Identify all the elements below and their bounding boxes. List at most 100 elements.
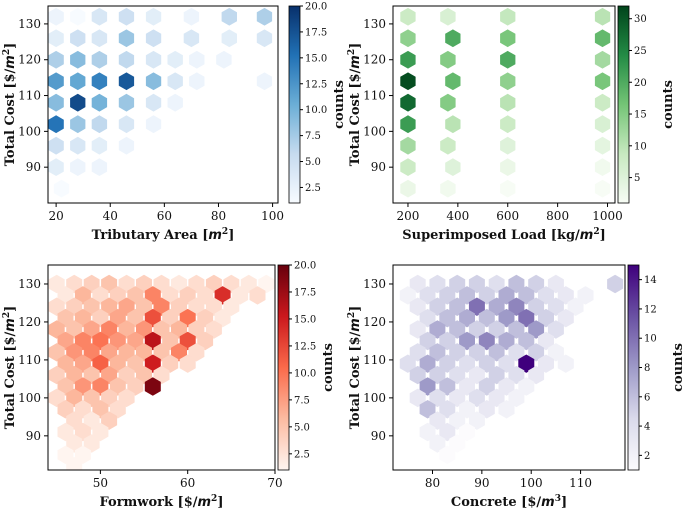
hex-cell [478, 400, 495, 419]
colorbar-tick-label: 25 [634, 46, 647, 57]
y-tick-label: 110 [363, 353, 386, 367]
x-tick-label: 60 [180, 476, 195, 490]
hex-cell [70, 7, 86, 26]
hex-cell [153, 320, 170, 339]
colorbar-tick-label: 10.0 [305, 105, 327, 116]
hex-cell [101, 320, 118, 339]
hex-cell [118, 50, 135, 69]
hex-cell [101, 411, 118, 430]
hex-cell [488, 388, 505, 408]
hex-cell [145, 50, 162, 69]
hex-cell [70, 72, 86, 91]
hex-cell [92, 422, 109, 442]
hex-cell [145, 93, 162, 112]
hex-cell [567, 297, 584, 316]
hex-cell [92, 308, 109, 328]
hex-cell [419, 422, 436, 442]
hex-cell [498, 331, 515, 351]
hex-cell [468, 274, 485, 294]
hex-cell [57, 400, 74, 419]
hex-cell [449, 297, 466, 316]
hex-cell [57, 286, 74, 305]
x-axis-label: Formwork [$/m2] [100, 494, 224, 510]
hex-cell [57, 445, 74, 464]
hex-cell [528, 343, 545, 362]
hex-cell [439, 286, 456, 305]
hex-cell [118, 343, 135, 362]
hex-cell [74, 445, 91, 464]
hex-cell [518, 308, 535, 328]
hex-cell [500, 93, 516, 112]
colorbar-tick-label: 30 [634, 14, 647, 25]
hex-cell [91, 72, 108, 91]
hex-cell [445, 72, 461, 91]
hex-cell [468, 388, 485, 408]
hex-cell [118, 274, 135, 294]
hex-cell [57, 377, 74, 396]
hex-cell [109, 377, 126, 396]
colorbar-tick-label: 15 [634, 110, 647, 121]
hex-cell [48, 115, 64, 134]
hex-cell [48, 93, 64, 112]
hex-cell [429, 274, 446, 294]
hex-cell [439, 331, 456, 351]
hex-cell [48, 297, 65, 316]
hex-cell [223, 297, 240, 316]
hex-cell [399, 286, 416, 305]
hex-cell [449, 365, 466, 385]
hex-cell [188, 343, 205, 362]
hex-cell [92, 400, 109, 419]
hex-cell [445, 29, 461, 48]
hex-cell [188, 297, 205, 316]
hex-cell [459, 286, 475, 305]
hex-cell [118, 72, 135, 91]
hex-cell [419, 400, 436, 419]
colorbar-tick-label: 7.5 [305, 131, 321, 142]
hex-cell [439, 308, 456, 328]
hex-cell [205, 274, 222, 294]
x-axis-label: Superimposed Load [kg/m2] [402, 227, 606, 243]
hex-cell [500, 72, 516, 91]
hex-cell [508, 365, 525, 385]
hex-cell [66, 434, 83, 453]
hex-cell [459, 400, 475, 419]
y-axis-label: Total Cost [$/m2] [2, 43, 18, 167]
hex-cell [256, 7, 273, 26]
hexbin-cells [399, 274, 624, 464]
hex-cell [118, 136, 135, 155]
hex-cell [216, 50, 232, 69]
x-tick-label: 800 [546, 209, 569, 223]
hex-cell [91, 136, 108, 155]
colorbar-tick-label: 4 [644, 422, 650, 433]
chart-panel-top-right: 200 400 600 800 1000 90 100 110 120 130 Superimpos… [347, 5, 676, 243]
hex-cell [83, 297, 100, 316]
hex-cell [508, 320, 525, 339]
colorbar-tick-label: 2 [644, 451, 650, 462]
hex-cell [53, 179, 70, 198]
hex-cell [488, 274, 505, 294]
hex-cell [70, 136, 86, 155]
hex-cell [445, 158, 461, 176]
hex-cell [459, 354, 475, 373]
hex-cell [429, 343, 446, 362]
hex-cell [468, 320, 485, 339]
hex-cell [400, 115, 416, 134]
hex-cell [74, 354, 91, 373]
colorbar-tick-label: 14 [644, 275, 657, 286]
colorbar-tick-label: 6 [644, 392, 650, 403]
hex-cell [153, 365, 170, 385]
hex-cell [440, 136, 456, 155]
hex-cell [136, 365, 152, 385]
y-axis-label: Total Cost [$/m2] [347, 306, 363, 430]
hex-cell [488, 320, 505, 339]
hex-cell [500, 158, 516, 176]
hex-cell [144, 377, 161, 396]
hex-cell [66, 457, 83, 470]
x-tick-label: 400 [446, 209, 469, 223]
hex-cell [83, 365, 100, 385]
hex-cell [500, 179, 516, 198]
colorbar-tick-label: 15.0 [305, 53, 327, 64]
hex-cell [518, 331, 535, 351]
hex-cell [508, 297, 525, 316]
